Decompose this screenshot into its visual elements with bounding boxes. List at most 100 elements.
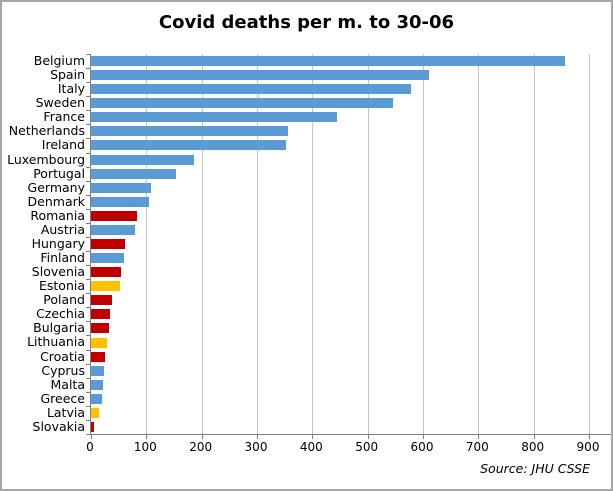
- y-axis-tick: [86, 405, 90, 407]
- category-label: Cyprus: [41, 362, 85, 378]
- gridline: [146, 54, 148, 434]
- bar-netherlands: [91, 126, 288, 137]
- y-axis-tick: [86, 293, 90, 295]
- category-label: Bulgaria: [33, 320, 85, 336]
- x-tick-label: 700: [465, 440, 489, 454]
- y-axis-tick: [86, 110, 90, 112]
- source-note: Source: JHU CSSE: [480, 461, 590, 476]
- y-axis-tick: [86, 363, 90, 365]
- gridline: [533, 54, 535, 434]
- gridline: [312, 54, 314, 434]
- bar-france: [91, 112, 337, 123]
- y-axis-tick: [86, 138, 90, 140]
- y-axis-tick: [86, 152, 90, 154]
- y-axis-tick: [86, 194, 90, 196]
- bar-bulgaria: [91, 323, 110, 334]
- y-axis-tick: [86, 54, 90, 55]
- bar-greece: [91, 393, 102, 404]
- bar-poland: [91, 295, 113, 306]
- gridline: [423, 54, 424, 434]
- bar-estonia: [91, 281, 121, 292]
- bar-italy: [91, 84, 411, 95]
- chart-title: Covid deaths per m. to 30-06: [158, 12, 455, 33]
- x-axis-tick: [257, 435, 258, 439]
- bar-portugal: [91, 168, 176, 179]
- y-axis-tick: [86, 96, 90, 98]
- bar-austria: [91, 224, 136, 235]
- category-label: Croatia: [40, 348, 85, 364]
- bar-cyprus: [91, 365, 104, 376]
- category-label: Slovenia: [31, 264, 85, 280]
- y-axis-tick: [86, 419, 90, 421]
- category-label: Portugal: [33, 165, 85, 181]
- y-axis-tick: [86, 434, 90, 435]
- y-axis-tick: [86, 377, 90, 379]
- x-tick-label: 300: [244, 440, 268, 454]
- category-label: Finland: [40, 250, 85, 266]
- gridline: [478, 54, 480, 434]
- y-axis-tick: [86, 236, 90, 238]
- category-label: Austria: [40, 221, 85, 237]
- category-label: Estonia: [38, 278, 85, 294]
- y-axis-tick: [86, 307, 90, 309]
- bar-slovakia: [91, 421, 95, 432]
- category-label: Greece: [40, 390, 86, 406]
- category-label: Spain: [50, 67, 85, 83]
- gridline: [201, 54, 203, 434]
- category-label: Latvia: [46, 404, 85, 420]
- bar-croatia: [91, 351, 106, 362]
- x-axis-tick: [423, 435, 424, 439]
- y-axis-tick: [86, 68, 90, 70]
- bar-belgium: [91, 56, 565, 67]
- value-axis-labels: 0 100 200 300 400 500 600 700 800 900: [2, 440, 611, 456]
- category-label: Hungary: [31, 235, 85, 251]
- category-label: Italy: [57, 81, 85, 97]
- bar-finland: [91, 253, 125, 264]
- x-tick-label: 100: [133, 440, 157, 454]
- y-axis-tick: [86, 349, 90, 351]
- category-label: Ireland: [41, 137, 85, 153]
- x-tick-label: 0: [86, 440, 94, 454]
- x-tick-label: 500: [355, 440, 379, 454]
- category-label: Slovakia: [32, 418, 85, 434]
- y-axis-tick: [86, 251, 90, 253]
- bar-malta: [91, 379, 103, 390]
- category-label: Poland: [43, 292, 85, 308]
- bar-ireland: [91, 140, 287, 151]
- y-axis-tick: [86, 166, 90, 168]
- y-axis-tick: [86, 124, 90, 126]
- y-axis-tick: [86, 222, 90, 224]
- y-axis-tick: [86, 208, 90, 210]
- category-label: Netherlands: [8, 123, 85, 139]
- x-tick-label: 400: [299, 440, 323, 454]
- bar-romania: [91, 210, 138, 221]
- bar-germany: [91, 182, 152, 193]
- x-axis-tick: [146, 435, 148, 439]
- y-axis-tick: [86, 335, 90, 337]
- y-axis-tick: [86, 265, 90, 267]
- category-label: Sweden: [35, 95, 85, 111]
- bar-denmark: [91, 196, 149, 207]
- y-axis-tick: [86, 391, 90, 393]
- bar-luxembourg: [91, 154, 194, 165]
- x-axis-tick: [201, 435, 203, 439]
- x-axis-tick: [533, 435, 535, 439]
- x-tick-label: 200: [189, 440, 213, 454]
- category-label: France: [43, 109, 85, 125]
- gridline: [367, 54, 369, 434]
- x-axis-tick: [91, 435, 92, 439]
- category-label: Denmark: [27, 193, 85, 209]
- gridline: [257, 54, 258, 434]
- category-label: Belgium: [33, 53, 85, 68]
- bar-latvia: [91, 407, 100, 418]
- category-label: Germany: [27, 179, 85, 195]
- y-axis-tick: [86, 82, 90, 84]
- x-axis-tick: [367, 435, 369, 439]
- x-tick-label: 800: [521, 440, 545, 454]
- gridline: [589, 54, 590, 434]
- x-axis-tick: [312, 435, 314, 439]
- category-label: Luxembourg: [7, 151, 85, 167]
- bar-slovenia: [91, 267, 121, 278]
- category-label: Lithuania: [27, 334, 85, 350]
